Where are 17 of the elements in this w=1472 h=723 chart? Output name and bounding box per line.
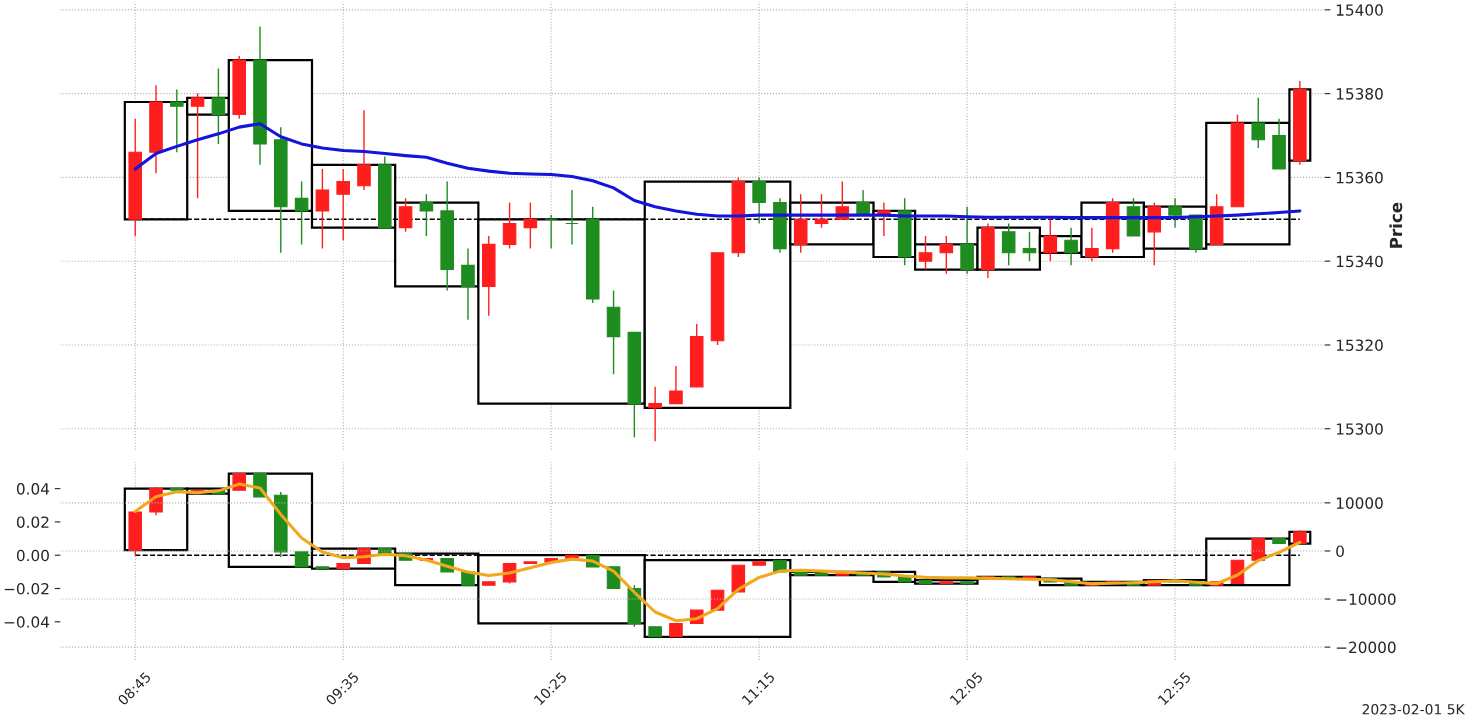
- y2-tick-label: 10000: [1336, 497, 1383, 509]
- y-tick-label: 0.04: [16, 483, 50, 495]
- y-tick-label: 15380: [1336, 88, 1383, 100]
- y-tick-label: 15300: [1336, 423, 1383, 435]
- y-tick-label: −0.04: [4, 616, 50, 628]
- y-tick-label: 15400: [1336, 4, 1383, 16]
- y-tick-label: 0.02: [16, 516, 49, 528]
- y2-tick-label: −10000: [1336, 593, 1396, 606]
- y2-tick-label: −20000: [1336, 641, 1396, 654]
- y-tick-label: −0.02: [4, 582, 49, 595]
- y2-tick-label: 0: [1336, 545, 1344, 557]
- y-tick-label: 15340: [1336, 255, 1383, 268]
- y-axis-title: Price: [1389, 202, 1403, 248]
- y-tick-label: 0.00: [16, 549, 49, 562]
- y-tick-label: 15360: [1336, 171, 1383, 184]
- y-tick-label: 15320: [1336, 339, 1383, 351]
- text: 2023-02-01 5K: [1362, 704, 1465, 715]
